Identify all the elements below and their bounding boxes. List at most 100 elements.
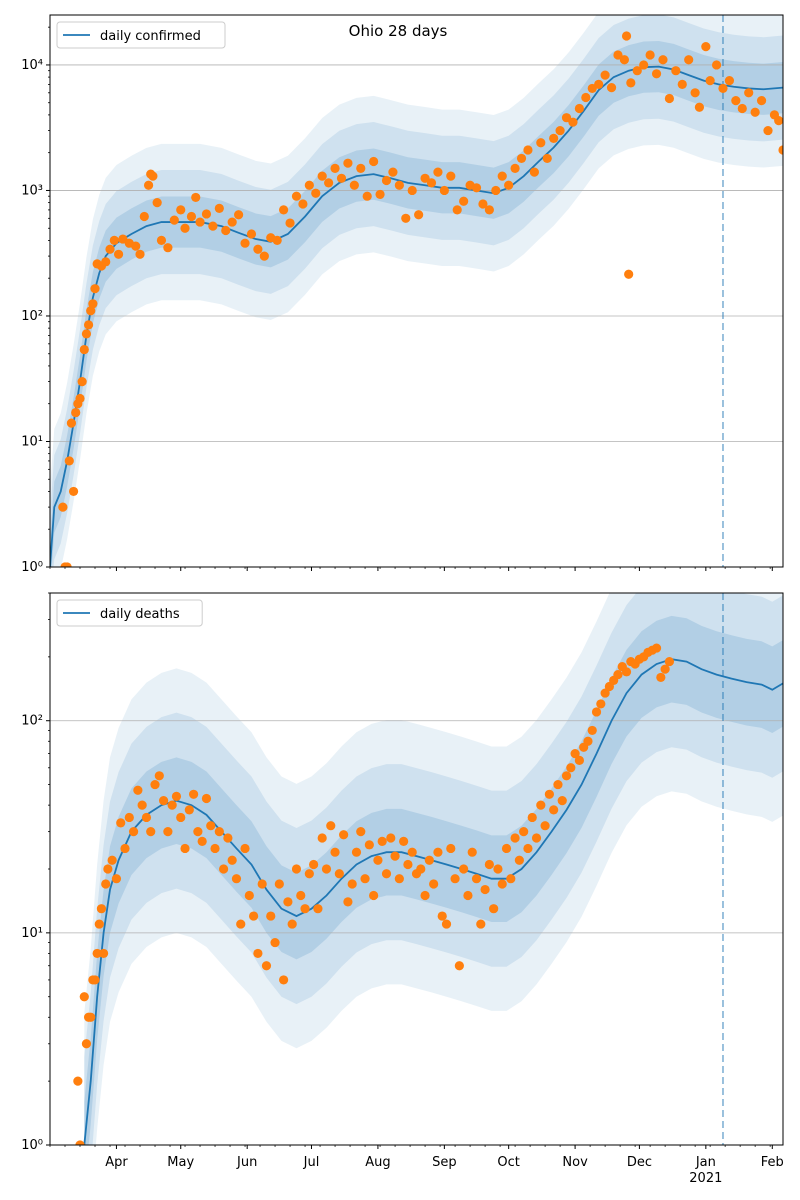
confirmed-data-point	[731, 95, 741, 106]
deaths-legend-label: daily deaths	[100, 607, 180, 622]
confirmed-data-point	[621, 31, 632, 41]
confirmed-data-point	[71, 407, 81, 418]
confirmed-data-point	[658, 55, 668, 65]
deaths-data-point	[523, 843, 533, 854]
confirmed-data-point	[234, 210, 244, 220]
confirmed-band-2	[50, 15, 783, 567]
confirmed-data-point	[632, 66, 642, 76]
deaths-data-point	[596, 699, 606, 709]
deaths-x-tick-label: Feb	[761, 1155, 784, 1170]
deaths-data-point	[90, 975, 100, 985]
confirmed-data-point	[561, 113, 572, 123]
confirmed-data-point	[272, 235, 282, 246]
deaths-data-point	[429, 879, 439, 889]
confirmed-y-tick-label: 10²	[21, 309, 43, 324]
deaths-data-point	[330, 847, 340, 857]
confirmed-data-point	[324, 178, 334, 188]
confirmed-data-point	[66, 418, 77, 428]
deaths-band-1	[84, 593, 783, 1145]
confirmed-data-point	[362, 191, 372, 201]
confirmed-data-point	[388, 167, 398, 177]
deaths-data-point	[399, 836, 409, 846]
confirmed-data-point	[600, 70, 610, 80]
confirmed-data-point	[516, 153, 527, 164]
deaths-data-point	[184, 805, 194, 815]
confirmed-data-point	[109, 235, 119, 246]
deaths-data-point	[360, 874, 370, 884]
deaths-data-point	[214, 827, 224, 837]
confirmed-data-point	[718, 83, 728, 94]
confirmed-data-point	[101, 257, 111, 267]
confirmed-data-point	[606, 82, 617, 93]
deaths-data-point	[420, 890, 430, 901]
chart-title: Ohio 28 days	[349, 22, 448, 40]
deaths-data-point	[227, 855, 237, 865]
deaths-data-point	[163, 827, 173, 837]
confirmed-data-point	[79, 344, 89, 355]
confirmed-data-point	[221, 225, 231, 236]
deaths-data-point	[223, 833, 233, 843]
deaths-data-point	[510, 833, 520, 843]
deaths-data-point	[257, 879, 267, 889]
deaths-data-point	[279, 975, 289, 985]
confirmed-data-point	[336, 173, 347, 183]
deaths-data-point	[231, 874, 242, 884]
deaths-data-point	[206, 821, 216, 831]
confirmed-data-point	[75, 393, 85, 404]
deaths-data-point	[591, 707, 602, 717]
deaths-data-point	[381, 869, 392, 879]
confirmed-data-point	[613, 50, 623, 60]
confirmed-data-point	[394, 180, 404, 190]
deaths-data-point	[424, 855, 434, 865]
confirmed-data-point	[349, 180, 359, 190]
deaths-data-point	[476, 919, 486, 929]
confirmed-data-point	[304, 180, 314, 190]
confirmed-data-point	[401, 213, 411, 223]
confirmed-data-point	[246, 229, 257, 239]
confirmed-data-point	[259, 251, 269, 261]
confirmed-data-point	[86, 306, 96, 316]
confirmed-data-point	[778, 145, 783, 155]
deaths-data-point	[261, 961, 272, 971]
deaths-data-point	[390, 851, 400, 861]
deaths-data-point	[334, 869, 344, 879]
deaths-data-point	[613, 669, 623, 680]
confirmed-data-point	[214, 203, 224, 213]
deaths-x-tick-label: Jul	[303, 1155, 320, 1170]
deaths-data-point	[557, 796, 567, 806]
confirmed-y-tick-label: 10⁰	[21, 560, 43, 575]
confirmed-data-point	[195, 217, 205, 227]
confirmed-data-point	[253, 244, 263, 254]
confirmed-data-point	[62, 562, 72, 567]
deaths-data-point	[116, 818, 126, 828]
deaths-data-point	[454, 961, 464, 971]
deaths-data-point	[540, 821, 550, 831]
deaths-plot-area	[50, 593, 783, 1145]
deaths-data-point	[583, 736, 593, 746]
deaths-data-point	[317, 833, 327, 843]
confirmed-data-point	[135, 249, 145, 259]
confirmed-data-point	[375, 189, 385, 200]
deaths-data-point	[96, 904, 107, 914]
confirmed-y-tick-label: 10³	[21, 183, 43, 198]
confirmed-data-point	[156, 235, 167, 246]
confirmed-data-point	[737, 103, 747, 114]
confirmed-data-point	[574, 103, 584, 114]
deaths-data-point	[536, 800, 546, 810]
confirmed-data-point	[639, 60, 649, 70]
deaths-data-point	[141, 812, 152, 823]
deaths-data-point	[98, 948, 109, 959]
confirmed-data-point	[774, 116, 783, 126]
confirmed-data-point	[671, 66, 681, 76]
confirmed-data-point	[420, 173, 430, 183]
deaths-data-point	[210, 843, 220, 854]
deaths-data-point	[94, 919, 104, 929]
confirmed-data-point	[594, 79, 604, 89]
deaths-data-point	[621, 667, 632, 677]
deaths-data-point	[467, 847, 477, 857]
deaths-data-point	[146, 827, 156, 837]
deaths-data-point	[154, 771, 164, 781]
deaths-data-point	[171, 791, 182, 801]
deaths-data-point	[450, 874, 460, 884]
